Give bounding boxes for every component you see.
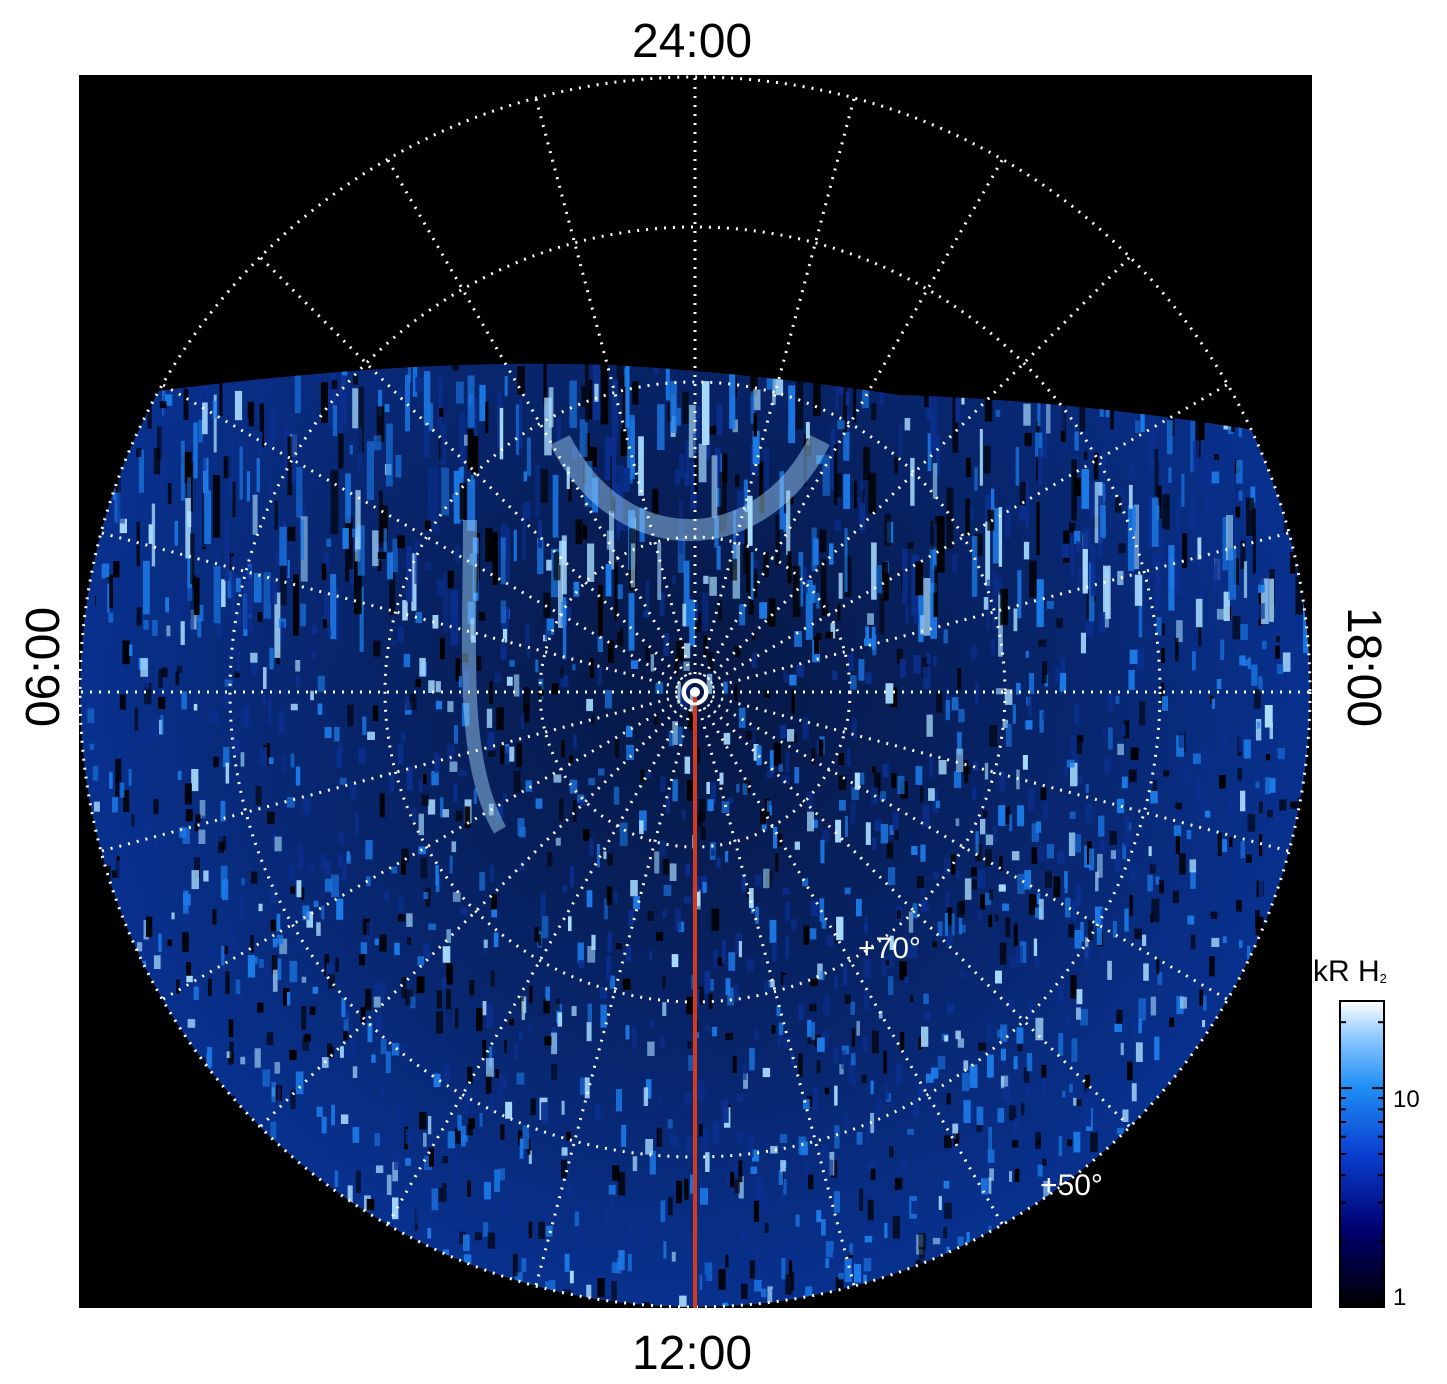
meridian-line bbox=[693, 97, 856, 693]
colorbar-title-main: kR H bbox=[1313, 955, 1380, 988]
meridian-line bbox=[259, 690, 697, 1128]
meridian-line bbox=[534, 97, 697, 693]
meridian-line bbox=[693, 256, 1131, 694]
local-time-label-left: 06:00 bbox=[17, 606, 70, 728]
colorbar-title-sub: 2 bbox=[1379, 971, 1387, 986]
meridian-line bbox=[693, 691, 856, 1287]
latitude-label-outer: +50° bbox=[1040, 1169, 1103, 1202]
meridian-line bbox=[694, 690, 1290, 853]
meridian-line bbox=[693, 158, 1004, 693]
meridian-line bbox=[100, 531, 696, 694]
latitude-label-inner: +70° bbox=[858, 932, 921, 965]
local-time-label-bottom: 12:00 bbox=[632, 1327, 753, 1380]
meridian-line bbox=[386, 691, 697, 1226]
no-data-region bbox=[80, 75, 1312, 440]
meridian-line bbox=[386, 158, 697, 693]
meridian-line bbox=[694, 383, 1229, 694]
meridian-line bbox=[534, 691, 697, 1287]
local-time-label-right: 18:00 bbox=[1337, 606, 1390, 728]
colorbar-title: kR H2 bbox=[1313, 955, 1387, 989]
meridian-line bbox=[694, 531, 1290, 694]
outer-latitude-circle bbox=[79, 75, 1312, 1308]
meridian-line bbox=[259, 256, 697, 694]
colorbar-tick-10: 10 bbox=[1393, 1086, 1420, 1113]
meridian-line bbox=[161, 690, 696, 1001]
colorbar bbox=[1339, 1000, 1385, 1308]
meridian-line bbox=[693, 690, 1131, 1128]
meridian-line bbox=[100, 690, 696, 853]
pole-marker bbox=[681, 678, 709, 706]
meridian-line bbox=[694, 690, 1229, 1001]
meridian-line bbox=[161, 383, 696, 694]
local-time-label-top: 24:00 bbox=[632, 15, 753, 68]
colorbar-tick-1: 1 bbox=[1393, 1284, 1407, 1311]
meridian-line bbox=[693, 691, 1004, 1226]
